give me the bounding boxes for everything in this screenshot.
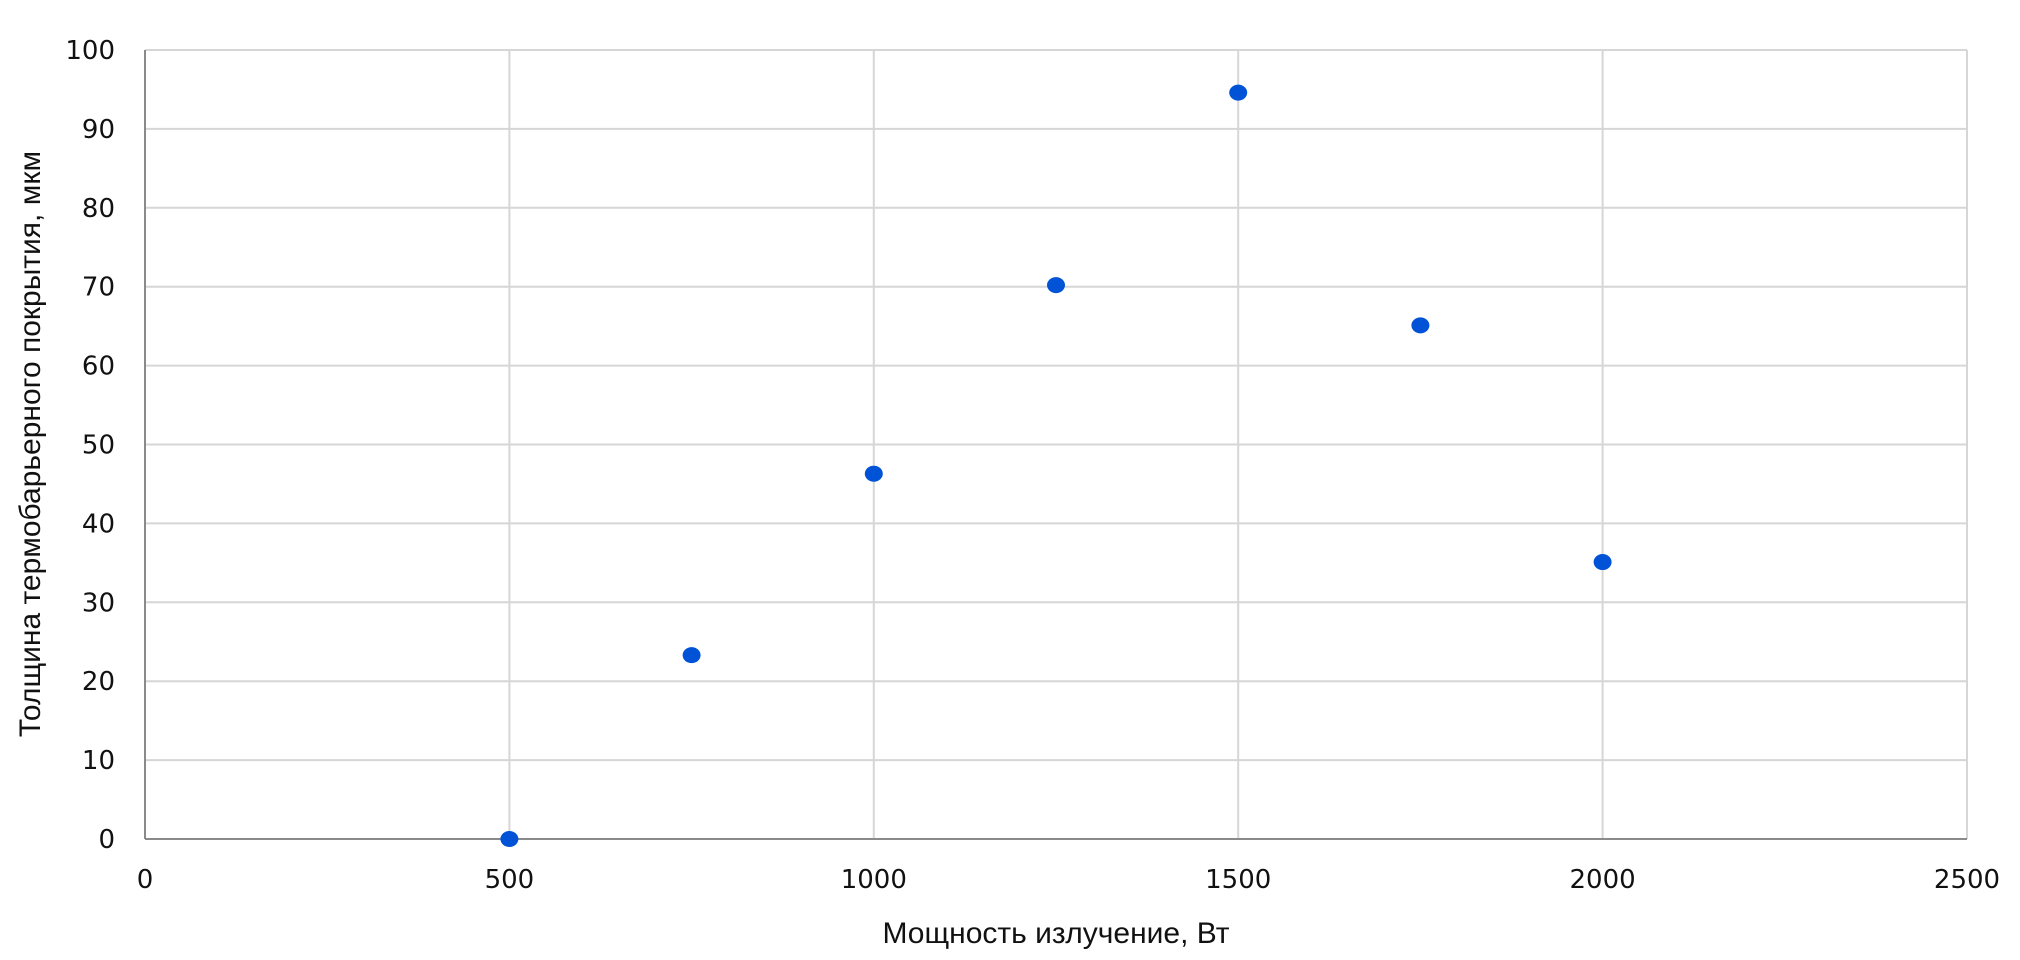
data-point [1593,554,1612,571]
y-tick-labels: 0 10 20 30 40 50 60 70 80 90 100 [65,36,115,855]
x-tick-label: 1500 [1205,865,1271,895]
x-tick-label: 0 [137,865,154,895]
axes [144,50,1967,840]
y-tick-label: 100 [65,36,115,66]
x-tick-labels: 0 500 1000 1500 2000 2500 [137,865,2000,895]
data-point [682,647,701,664]
y-tick-label: 80 [82,194,115,224]
x-tick-label: 1000 [841,865,907,895]
grid [145,49,1968,839]
y-tick-label: 50 [82,431,115,461]
y-tick-label: 0 [98,825,115,855]
x-tick-label: 2500 [1934,865,2000,895]
y-tick-label: 90 [82,115,115,145]
x-axis-title: Мощность излучение, Вт [882,917,1229,950]
x-tick-label: 500 [485,865,535,895]
y-axis-title: Толщина термобарьерного покрытия, мкм [14,151,47,737]
x-tick-label: 2000 [1570,865,1636,895]
y-tick-label: 40 [82,509,115,539]
y-tick-label: 20 [82,667,115,697]
y-tick-label: 10 [82,746,115,776]
data-point [500,831,519,847]
data-point [1047,277,1065,294]
data-point [1229,84,1248,101]
data-points [500,84,1612,847]
data-point [1411,317,1430,334]
y-tick-label: 30 [82,588,115,618]
data-point [864,465,883,482]
y-tick-label: 70 [82,273,115,303]
y-tick-label: 60 [82,352,115,382]
